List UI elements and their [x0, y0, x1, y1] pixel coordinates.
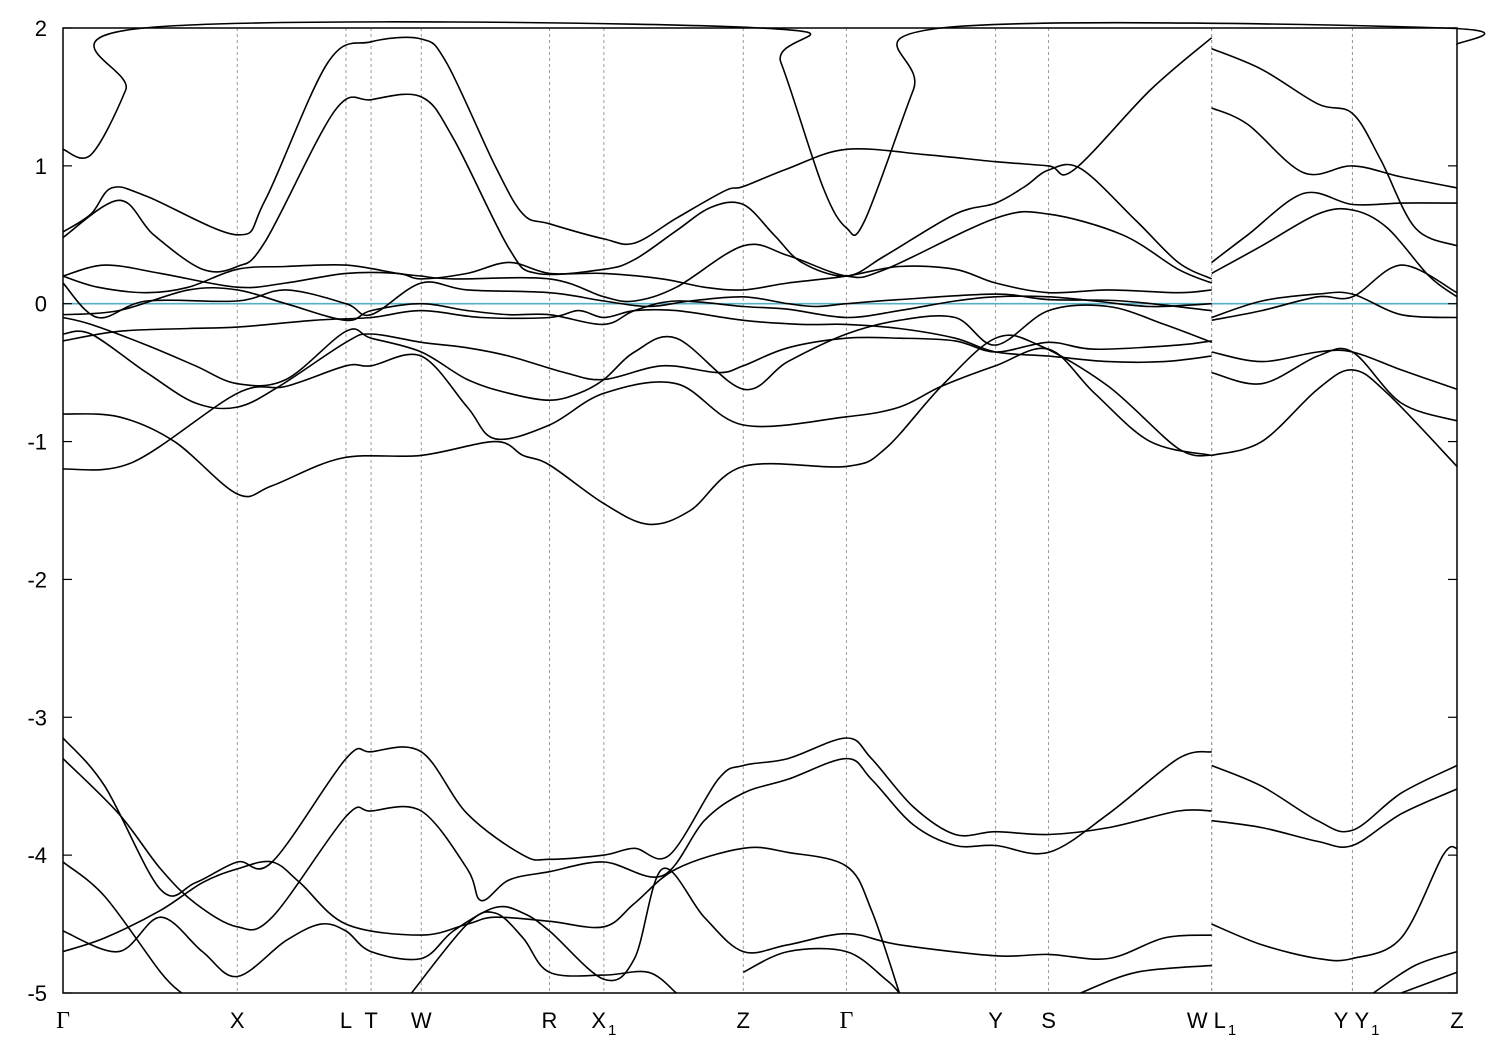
- kpoint-label-15: Z: [1450, 1008, 1463, 1033]
- band-18: [1211, 369, 1458, 467]
- band-30: [742, 947, 900, 994]
- band-8: [1211, 207, 1458, 298]
- kpoint-label-subscript: 1: [1371, 1022, 1379, 1039]
- kpoint-label-text: Y: [1354, 1008, 1369, 1033]
- kpoint-label-8: Γ: [839, 1008, 853, 1034]
- band-19: [62, 347, 1212, 471]
- kpoint-label-text: X: [230, 1008, 245, 1033]
- kpoint-label-text: Y: [1334, 1008, 1349, 1033]
- ytick-label: -1: [27, 430, 47, 455]
- kpoint-label-subscript: 1: [608, 1022, 616, 1039]
- band-25: [62, 861, 183, 994]
- band-23: [1211, 764, 1458, 833]
- kpoint-label-3: T: [364, 1008, 377, 1033]
- band-33: [1400, 971, 1458, 994]
- kpoint-label-text: L: [340, 1008, 352, 1033]
- band-3: [62, 93, 1213, 280]
- band-21: [62, 737, 1212, 897]
- band-29: [410, 911, 677, 994]
- kpoint-label-5: R: [542, 1008, 558, 1033]
- band-11: [62, 286, 1212, 326]
- kpoint-label-text: T: [364, 1008, 377, 1033]
- kpoint-label-1: X: [230, 1008, 245, 1033]
- band-14: [62, 330, 1212, 410]
- band-7: [62, 210, 1213, 303]
- band-10: [1211, 291, 1458, 319]
- ytick-label: 1: [35, 154, 47, 179]
- kpoint-label-7: Z: [737, 1008, 750, 1033]
- band-series: [62, 21, 1486, 994]
- kpoint-label-text: L: [1214, 1008, 1226, 1033]
- kpoint-label-text: R: [542, 1008, 558, 1033]
- kpoint-label-text: Γ: [839, 1008, 853, 1034]
- kpoint-label-text: X: [591, 1008, 606, 1033]
- band-0: [62, 21, 1486, 237]
- kpoint-label-4: W: [411, 1008, 432, 1033]
- kpoint-label-subscript: 1: [1228, 1022, 1236, 1039]
- band-5: [1211, 191, 1458, 264]
- kpoint-label-text: W: [411, 1008, 432, 1033]
- kpoint-label-2: L: [340, 1008, 352, 1033]
- band-22: [62, 750, 1212, 931]
- kpoint-label-text: Y: [988, 1008, 1003, 1033]
- kpoint-label-0: Γ: [56, 1008, 70, 1034]
- y-axis-ticks: 2 1 0 -1 -2 -3 -4 -5: [27, 16, 1457, 1006]
- band-12: [62, 308, 1212, 364]
- kpoint-label-text: W: [1187, 1008, 1208, 1033]
- band-17: [62, 334, 1212, 526]
- band-15: [62, 304, 1212, 402]
- band-1: [62, 36, 1213, 246]
- ytick-label: -2: [27, 567, 47, 592]
- ytick-label: 2: [35, 16, 47, 41]
- band-13: [1211, 349, 1458, 390]
- plot-frame: [62, 27, 1458, 994]
- band-28: [1211, 845, 1458, 962]
- kpoint-label-9: Y: [988, 1008, 1003, 1033]
- kpoint-label-text: Z: [737, 1008, 750, 1033]
- ytick-label: -4: [27, 843, 47, 868]
- band-2: [1211, 47, 1458, 247]
- kpoint-label-10: S: [1041, 1008, 1056, 1033]
- kpoint-label-11: W: [1187, 1008, 1208, 1033]
- ytick-label: -5: [27, 981, 47, 1006]
- band-20: [1211, 347, 1458, 422]
- kpoint-label-text: Z: [1450, 1008, 1463, 1033]
- band-16: [1211, 264, 1458, 322]
- kpoint-label-text: S: [1041, 1008, 1056, 1033]
- ytick-label: 0: [35, 292, 47, 317]
- band-32: [1372, 950, 1458, 994]
- band-31: [1080, 964, 1212, 994]
- band-6: [62, 261, 1212, 294]
- band-26: [62, 846, 901, 994]
- kpoint-label-text: Γ: [56, 1008, 70, 1034]
- kpoint-label-13: Y: [1334, 1008, 1349, 1033]
- band-24: [1211, 788, 1458, 849]
- kpoint-separators: [236, 28, 1353, 993]
- band-4: [1211, 107, 1458, 189]
- ytick-label: -3: [27, 705, 47, 730]
- band-27: [62, 867, 1212, 982]
